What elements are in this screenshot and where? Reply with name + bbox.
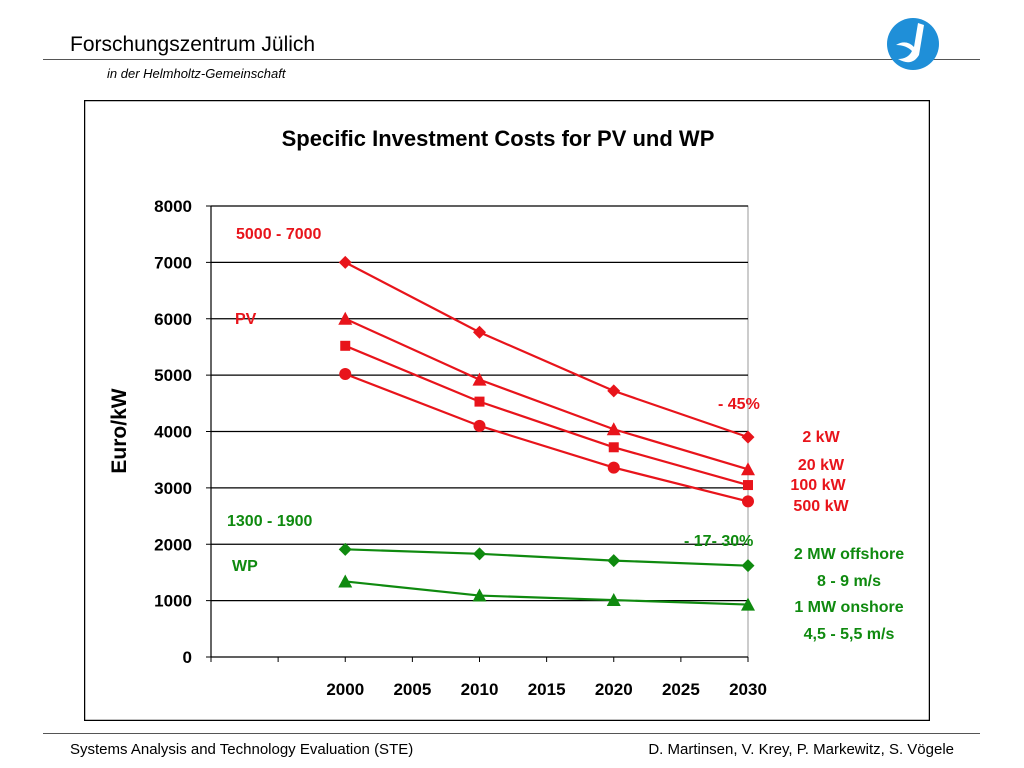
y-tick-label-4000: 4000 bbox=[154, 423, 192, 442]
wp-reduction-label: - 17- 30% bbox=[684, 533, 753, 550]
wp-range-label: 1300 - 1900 bbox=[227, 513, 313, 530]
point-0-2 bbox=[607, 384, 621, 398]
series-line-5 bbox=[345, 580, 749, 606]
legend-1mw-onshore: 1 MW onshore bbox=[794, 599, 903, 616]
point-5-2 bbox=[606, 593, 621, 607]
org-name: Forschungszentrum Jülich bbox=[70, 33, 316, 56]
point-3-1 bbox=[473, 419, 486, 432]
x-tick-label-2000: 2000 bbox=[326, 680, 364, 699]
x-tick-label-2015: 2015 bbox=[528, 680, 566, 699]
y-tick-label-5000: 5000 bbox=[154, 366, 192, 385]
legend-20kw: 20 kW bbox=[798, 457, 845, 474]
y-tick-label-6000: 6000 bbox=[154, 310, 192, 329]
point-0-3 bbox=[741, 430, 755, 444]
series-lines bbox=[344, 261, 749, 606]
x-tick-label-2020: 2020 bbox=[595, 680, 633, 699]
point-1-2 bbox=[606, 422, 621, 436]
footer-department: Systems Analysis and Technology Evaluati… bbox=[70, 741, 414, 758]
y-tick-label-1000: 1000 bbox=[154, 592, 192, 611]
legend-2kw: 2 kW bbox=[802, 429, 840, 446]
point-2-0 bbox=[340, 340, 351, 351]
y-tick-label-7000: 7000 bbox=[154, 253, 192, 272]
footer-rule bbox=[43, 733, 980, 734]
wp-label: WP bbox=[232, 558, 258, 575]
y-axis-label: Euro/kW bbox=[108, 388, 131, 473]
point-4-3 bbox=[741, 559, 755, 573]
x-tick-label-2030: 2030 bbox=[729, 680, 767, 699]
series-line-4 bbox=[345, 548, 749, 567]
point-2-2 bbox=[608, 442, 619, 453]
point-4-2 bbox=[607, 554, 621, 568]
point-1-0 bbox=[338, 311, 353, 325]
series-markers bbox=[338, 255, 755, 611]
point-3-2 bbox=[607, 461, 620, 474]
point-3-0 bbox=[339, 367, 352, 380]
fz-juelich-logo bbox=[887, 18, 939, 70]
y-tick-label-8000: 8000 bbox=[154, 197, 192, 216]
y-tick-label-3000: 3000 bbox=[154, 479, 192, 498]
header-rule bbox=[43, 59, 980, 60]
y-tick-label-2000: 2000 bbox=[154, 535, 192, 554]
y-tick-label-0: 0 bbox=[183, 648, 192, 667]
onshore-speed-label: 4,5 - 5,5 m/s bbox=[804, 626, 895, 643]
x-tick-label-2005: 2005 bbox=[393, 680, 431, 699]
point-3-3 bbox=[742, 495, 754, 508]
point-2-3 bbox=[743, 480, 753, 491]
series-line-1 bbox=[344, 317, 749, 471]
point-4-1 bbox=[473, 547, 486, 561]
point-2-1 bbox=[474, 396, 485, 407]
point-5-0 bbox=[338, 574, 353, 588]
pv-reduction-label: - 45% bbox=[718, 396, 760, 413]
axes: 0 1000 2000 3000 4000 5000 6000 7000 8000 2000 200… bbox=[154, 197, 767, 699]
pv-range-label: 5000 - 7000 bbox=[236, 226, 322, 243]
point-5-3 bbox=[741, 597, 755, 611]
legend-500kw: 500 kW bbox=[793, 498, 849, 515]
point-5-1 bbox=[472, 588, 487, 602]
offshore-speed-label: 8 - 9 m/s bbox=[817, 573, 881, 590]
point-4-0 bbox=[338, 542, 352, 556]
pv-label: PV bbox=[235, 311, 257, 328]
footer-authors: D. Martinsen, V. Krey, P. Markewitz, S. … bbox=[648, 741, 954, 758]
x-tick-label-2010: 2010 bbox=[461, 680, 499, 699]
point-0-0 bbox=[338, 255, 352, 269]
x-tick-label-2025: 2025 bbox=[662, 680, 700, 699]
org-subtitle: in der Helmholtz-Gemeinschaft bbox=[107, 66, 286, 81]
point-0-1 bbox=[473, 325, 486, 339]
chart-frame: Specific Investment Costs for PV und WP … bbox=[84, 100, 930, 721]
point-1-3 bbox=[741, 462, 755, 476]
series-line-0 bbox=[344, 261, 749, 439]
chart-annotations: 5000 - 7000 PV - 45% 2 kW 20 kW 100 kW 500 kW 1… bbox=[227, 226, 904, 643]
chart-title: Specific Investment Costs for PV und WP bbox=[282, 126, 715, 151]
legend-2mw-offshore: 2 MW offshore bbox=[794, 546, 904, 563]
series-line-2 bbox=[344, 344, 749, 487]
legend-100kw: 100 kW bbox=[790, 477, 846, 494]
series-line-3 bbox=[344, 372, 749, 503]
point-1-1 bbox=[472, 372, 487, 386]
